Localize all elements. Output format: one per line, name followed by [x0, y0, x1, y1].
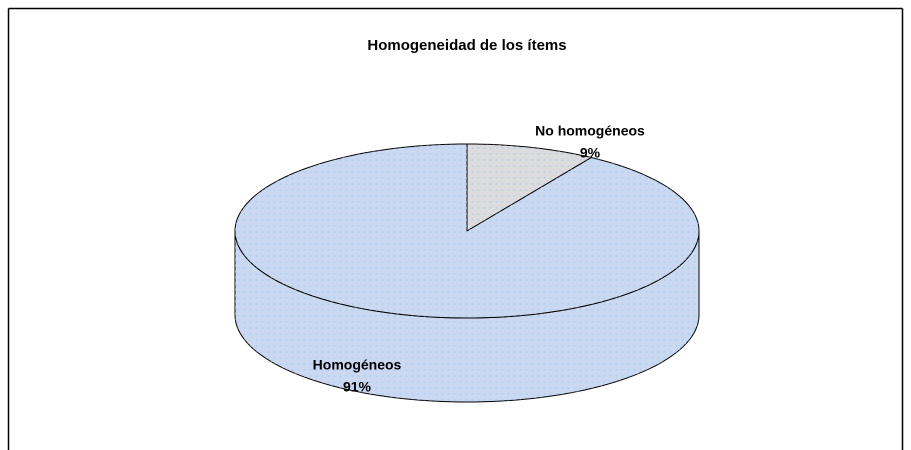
slice-value-label: 91%	[343, 379, 372, 395]
pie-slice-texture	[235, 144, 699, 318]
slice-label: No homogéneos	[535, 123, 645, 139]
slice-label: Homogéneos	[313, 357, 402, 373]
pie-side-texture	[235, 231, 699, 402]
slice-value-label: 9%	[580, 145, 601, 161]
chart-title: Homogeneidad de los ítems	[367, 37, 566, 54]
pie-slice-texture	[467, 144, 592, 231]
